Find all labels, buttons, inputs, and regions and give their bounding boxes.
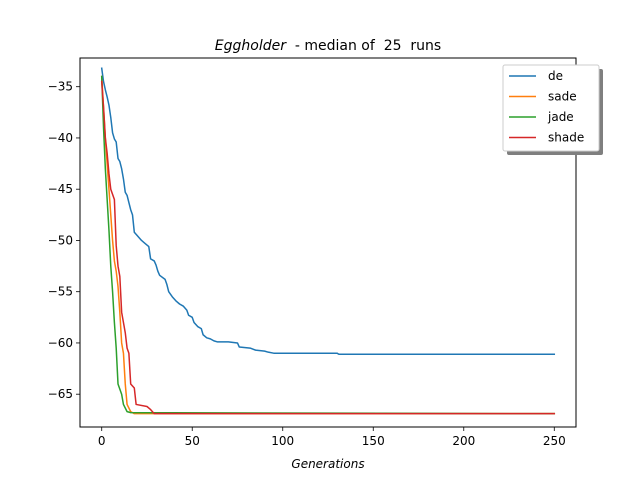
series-line-jade [100,75,556,415]
y-tick-label: −65 [48,387,73,401]
legend-items: de sade jade shade [509,69,584,145]
chart-title: Eggholder - median of 25 runs [215,38,441,54]
plot-area-frame [79,57,577,428]
y-tick-label: −40 [48,131,73,145]
legend-label-jade: jade [547,110,574,124]
x-tick-label: 0 [98,434,106,448]
x-tick-label: 200 [452,434,475,448]
x-axis-ticks: 0 50 100 150 200 250 [98,427,566,448]
x-tick-label: 50 [185,434,200,448]
y-tick-label: −35 [48,80,73,94]
legend-label-sade: sade [548,90,577,104]
x-tick-label: 250 [543,434,566,448]
series-layer [100,67,556,415]
legend-label-de: de [548,69,563,83]
x-axis-label: Generations [291,457,364,471]
y-tick-label: −50 [48,233,73,247]
series-line-shade [100,80,556,415]
series-line-de [100,67,556,355]
x-tick-label: 150 [362,434,385,448]
y-axis-ticks: −35 −40 −45 −50 −55 −60 −65 [48,80,80,401]
y-tick-label: −60 [48,336,73,350]
series-line-sade [100,75,556,415]
legend: de sade jade shade [502,64,603,155]
y-tick-label: −45 [48,182,73,196]
y-tick-label: −55 [48,285,73,299]
chart-title-rest: - median of 25 runs [286,38,441,54]
legend-label-shade: shade [548,131,584,145]
legend-box [502,64,600,152]
x-tick-label: 100 [271,434,294,448]
chart-title-italic: Eggholder [215,38,287,54]
